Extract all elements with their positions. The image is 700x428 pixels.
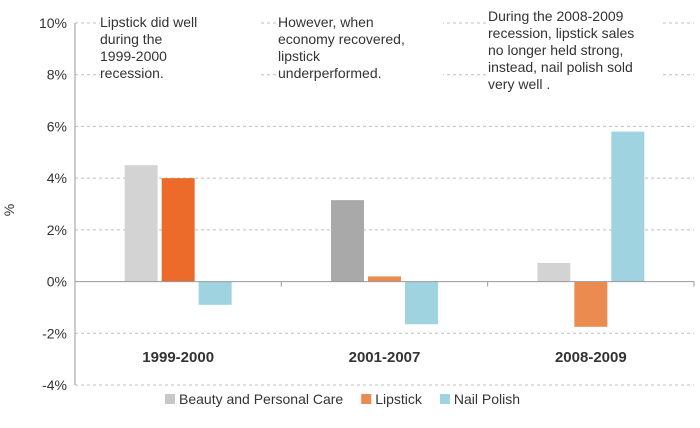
y-axis-title: %	[1, 204, 17, 216]
y-tick-label: -4%	[42, 377, 67, 393]
bar-lipstick-1999-2000	[161, 178, 195, 282]
bar-nail-polish-2001-2007	[405, 281, 438, 325]
bar-lipstick-2001-2007	[368, 276, 401, 282]
y-tick-label: -2%	[42, 325, 67, 341]
bar-beauty-and-personal-care-2001-2007	[331, 200, 364, 282]
y-tick-label: 6%	[47, 118, 67, 134]
bar-nail-polish-2008-2009	[611, 131, 645, 282]
legend-swatch	[439, 394, 450, 404]
annotation-2001-2007: However, when economy recovered, lipstic…	[278, 14, 443, 82]
legend-swatch	[165, 394, 175, 404]
legend-label: Lipstick	[375, 391, 423, 407]
y-tick-label: 8%	[47, 67, 67, 83]
y-tick-label: 10%	[39, 15, 67, 31]
bar-nail-polish-1999-2000	[198, 281, 232, 305]
legend-label: Beauty and Personal Care	[179, 391, 343, 407]
y-tick-label: 4%	[47, 170, 67, 186]
legend: Beauty and Personal Care Lipstick Nail Pol…	[165, 391, 520, 407]
x-category-label: 2008-2009	[555, 349, 627, 366]
bars	[124, 131, 645, 327]
legend-swatch	[361, 394, 372, 404]
x-category-label: 2001-2007	[349, 349, 421, 366]
axes: -4% -2% 0% 2% 4% 6% 8% 10% 1999-2000 2001-2007 200…	[39, 15, 695, 393]
bar-lipstick-2008-2009	[574, 281, 608, 327]
y-tick-label: 2%	[47, 222, 67, 238]
bar-beauty-and-personal-care-1999-2000	[124, 165, 158, 282]
bar-beauty-and-personal-care-2008-2009	[537, 262, 571, 282]
annotation-1999-2000: Lipstick did well during the 1999-2000 r…	[100, 14, 260, 82]
y-tick-label: 0%	[47, 274, 67, 290]
legend-label: Nail Polish	[454, 391, 520, 407]
annotation-2008-2009: During the 2008-2009 recession, lipstick…	[488, 8, 663, 93]
x-category-label: 1999-2000	[142, 349, 214, 366]
